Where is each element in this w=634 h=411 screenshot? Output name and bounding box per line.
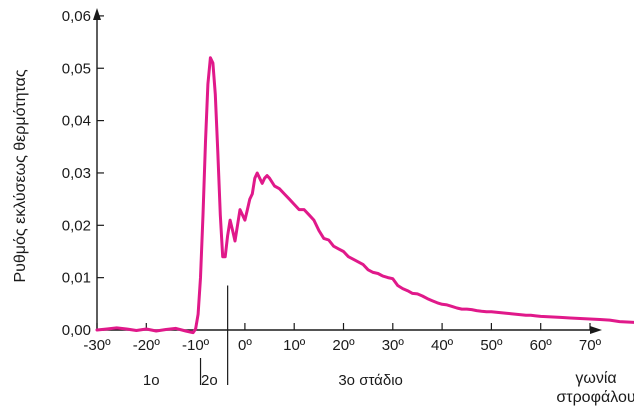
y-axis-label-group: Ρυθμός εκλύσεως θερμότητας — [12, 69, 29, 282]
y-tick-label: 0,04 — [62, 113, 91, 130]
x-tick-label: 60º — [530, 337, 553, 354]
series-layer — [95, 56, 634, 335]
x-tick-label: -30º — [83, 337, 111, 354]
x-tick-label: 30º — [382, 337, 405, 354]
y-ticks: 0,00 0,01 0,02 0,03 0,04 0,05 0,06 — [62, 8, 104, 339]
x-axis-label-group: γωνία στροφάλου — [556, 370, 634, 406]
x-tick-label: 10º — [283, 337, 306, 354]
x-axis-label-line-1: γωνία — [575, 370, 616, 387]
x-ticks: -30º -20º -10º 0º 10º 20º 30º 40º 50º 60º 70º — [83, 323, 602, 354]
y-tick-label: 0,05 — [62, 60, 91, 77]
y-tick-label: 0,00 — [62, 322, 91, 339]
x-tick-label: 70º — [579, 337, 602, 354]
y-tick-label: 0,06 — [62, 8, 91, 25]
y-tick-label: 0,02 — [62, 217, 91, 234]
stage-label: 3ο στάδιο — [338, 372, 403, 389]
stage-label: 1ο — [143, 372, 160, 389]
heat-release-series-line — [95, 56, 634, 335]
stage-layer: 1ο 2ο 3ο στάδιο — [143, 285, 403, 389]
x-tick-label: 50º — [480, 337, 503, 354]
x-tick-label: 40º — [431, 337, 454, 354]
x-tick-label: 20º — [332, 337, 355, 354]
x-axis-label-line-2: στροφάλου — [556, 389, 634, 406]
axes — [93, 8, 602, 334]
y-axis-arrow — [93, 8, 101, 20]
y-tick-label: 0,03 — [62, 165, 91, 182]
x-tick-label: -20º — [133, 337, 161, 354]
y-tick-label: 0,01 — [62, 270, 91, 287]
x-tick-label: -10º — [182, 337, 210, 354]
x-tick-label: 0º — [238, 337, 252, 354]
stage-label: 2ο — [201, 372, 218, 389]
x-axis-arrow — [590, 326, 602, 334]
y-axis-label: Ρυθμός εκλύσεως θερμότητας — [12, 69, 29, 282]
